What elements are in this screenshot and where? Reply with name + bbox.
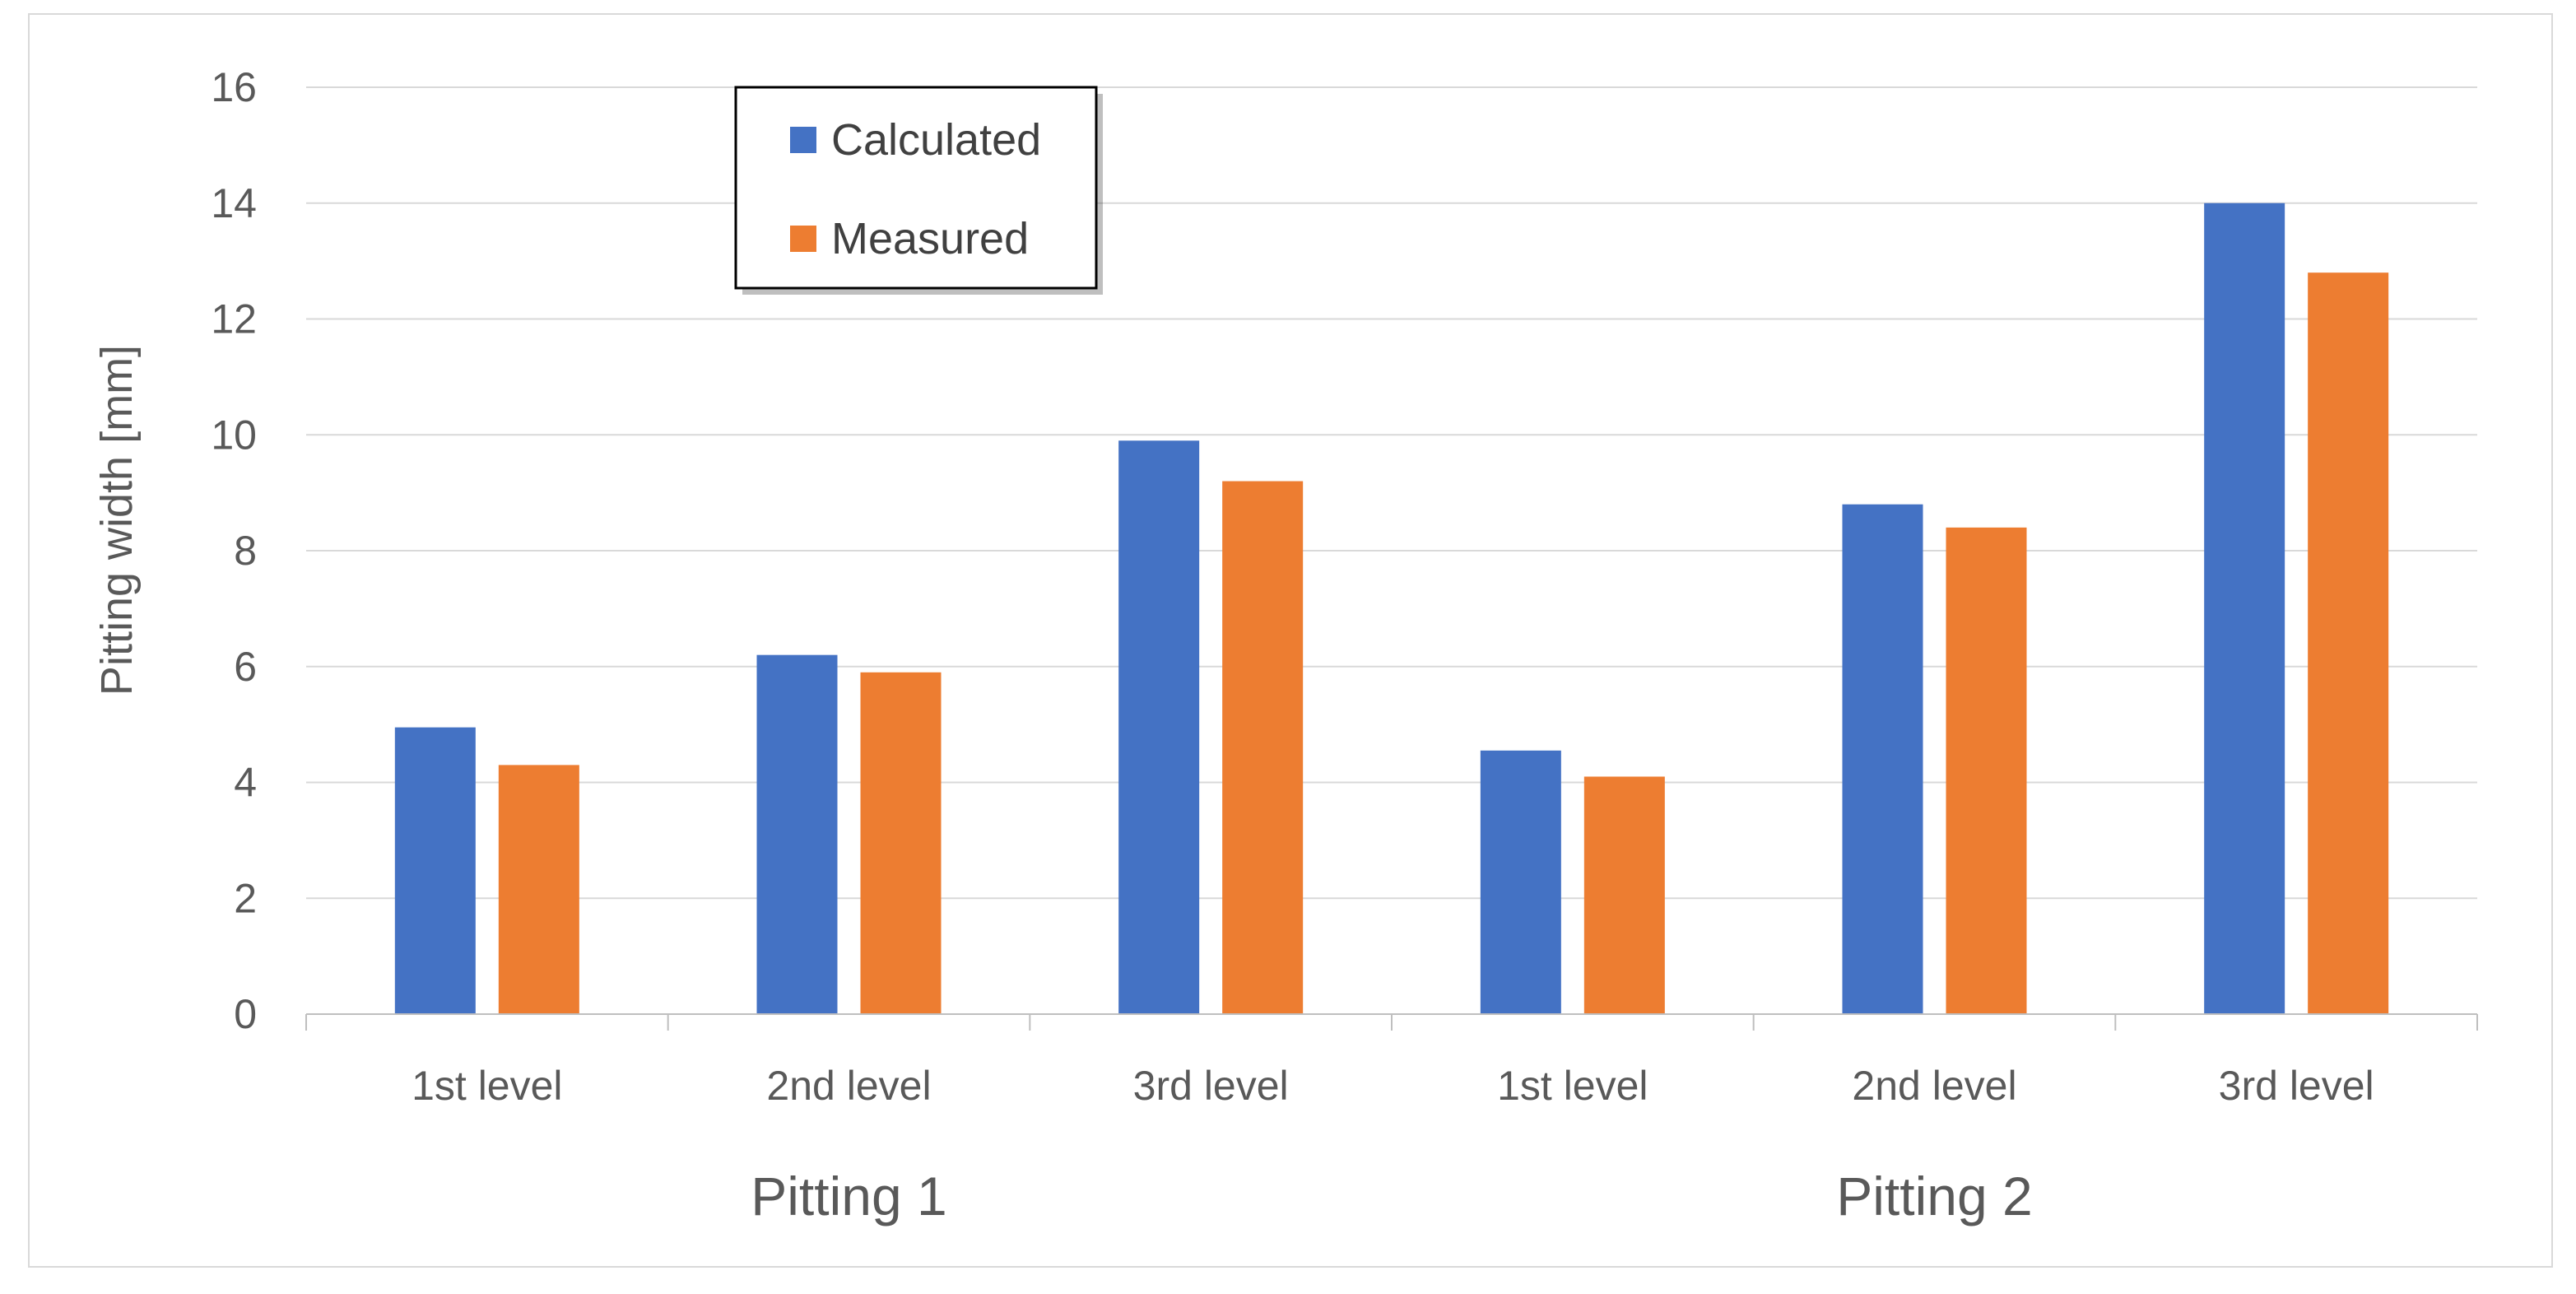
gridlines	[306, 86, 2477, 900]
bars	[394, 202, 2389, 1014]
x-category-label: 2nd level	[766, 1063, 931, 1109]
x-axis-ticks	[305, 1014, 2478, 1031]
bar-measured-5	[2308, 272, 2389, 1014]
x-category-label: 3rd level	[2219, 1063, 2374, 1109]
y-tick-label: 2	[234, 875, 257, 921]
group-label: Pitting 2	[1836, 1166, 2032, 1227]
y-tick-label: 8	[234, 528, 257, 574]
y-axis-tick-labels: 0 2 4 6 8 10 12 14 16	[211, 64, 257, 1037]
y-tick-label: 0	[234, 991, 257, 1037]
group-labels: Pitting 1 Pitting 2	[751, 1166, 2032, 1227]
category-labels: 1st level 2nd level 3rd level 1st level 2nd …	[412, 1063, 2374, 1109]
bar-calculated-4	[1842, 504, 1923, 1014]
bar-calculated-1	[756, 654, 838, 1014]
bar-measured-1	[860, 672, 942, 1014]
y-tick-label: 10	[211, 412, 257, 458]
x-category-label: 1st level	[1497, 1063, 1648, 1109]
bar-calculated-5	[2204, 202, 2285, 1014]
y-tick-label: 4	[234, 760, 257, 806]
legend-label-calculated: Calculated	[831, 115, 1041, 165]
bar-calculated-0	[394, 727, 476, 1014]
legend-label-measured: Measured	[831, 214, 1029, 263]
bar-calculated-3	[1480, 750, 1561, 1014]
bar-measured-2	[1222, 481, 1304, 1014]
y-tick-label: 14	[211, 180, 257, 226]
bar-calculated-2	[1118, 440, 1200, 1014]
y-axis-title: Pitting width [mm]	[92, 345, 142, 696]
bar-measured-4	[1946, 527, 2027, 1014]
y-tick-label: 16	[211, 64, 257, 110]
bar-measured-0	[498, 765, 579, 1014]
bar-measured-3	[1583, 776, 1665, 1014]
legend-swatch-measured	[790, 226, 816, 252]
y-tick-label: 6	[234, 644, 257, 690]
legend-box	[734, 86, 1098, 290]
legend: Calculated Measured	[734, 86, 1103, 295]
x-category-label: 3rd level	[1133, 1063, 1289, 1109]
y-tick-label: 12	[211, 296, 257, 342]
x-category-label: 1st level	[412, 1063, 562, 1109]
x-category-label: 2nd level	[1852, 1063, 2016, 1109]
group-label: Pitting 1	[751, 1166, 946, 1227]
legend-swatch-calculated	[790, 127, 816, 153]
